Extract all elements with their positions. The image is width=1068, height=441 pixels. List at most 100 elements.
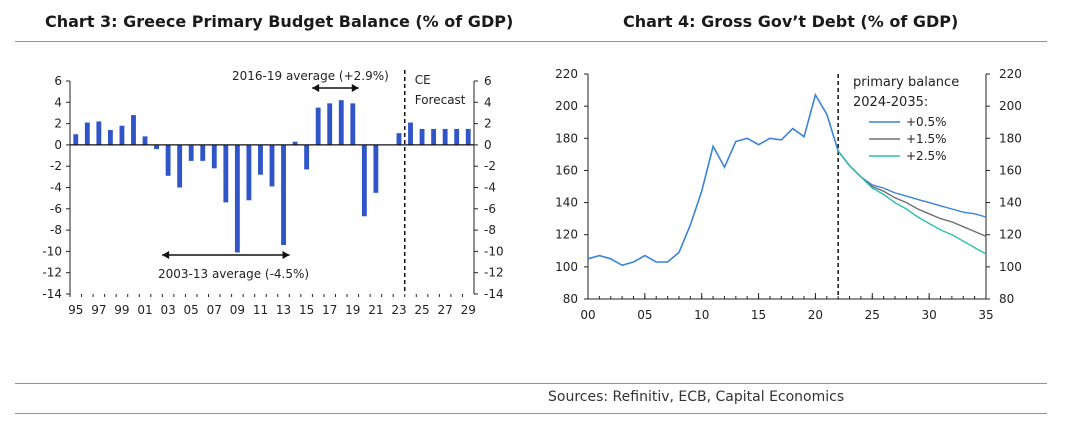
chart4-title: Chart 4: Gross Gov’t Debt (% of GDP) [623,12,959,31]
bar-12 [269,144,275,187]
bar-01 [142,136,148,145]
forecast-label-line2: Forecast [415,93,466,107]
x-tick-label-07: 07 [207,303,222,317]
chart3-title: Chart 3: Greece Primary Budget Balance (… [45,12,514,31]
x-tick-label-35: 35 [978,308,993,322]
y-tick-label-left: 120 [555,228,578,242]
bar-24 [408,122,413,145]
x-tick-label-97: 97 [91,303,106,317]
sources-note: Sources: Refinitiv, ECB, Capital Economi… [548,389,845,405]
x-tick-label-20: 20 [808,308,823,322]
bar-98 [107,129,113,145]
y-tick-label-left: 200 [555,99,578,113]
annotation-2016-19-arrowhead-right [351,84,359,92]
annotation-2016-19-text: 2016-19 average (+2.9%) [232,69,389,83]
bar-21 [373,144,379,193]
bar-06 [200,144,206,161]
x-tick-label-01: 01 [137,303,152,317]
x-tick-label-11: 11 [253,303,268,317]
x-tick-label-15: 15 [299,303,314,317]
bar-14 [292,141,298,145]
bar-05 [188,144,194,161]
y-tick-label-left: 2 [54,117,62,131]
y-tick-label-left: 100 [555,260,578,274]
bar-23 [396,133,402,145]
bar-27 [442,128,448,145]
y-tick-label-left: -8 [50,223,62,237]
y-tick-label-right: 200 [999,99,1022,113]
y-tick-label-right: 160 [999,163,1022,177]
scenario-line-3 [837,150,987,255]
y-tick-label-right: -6 [484,202,496,216]
x-tick-label-23: 23 [391,303,406,317]
x-tick-label-95: 95 [68,303,83,317]
x-tick-label-30: 30 [922,308,937,322]
bar-11 [258,144,263,175]
legend-title-line2: 2024-2035: [853,95,928,110]
bar-03 [165,144,171,176]
y-tick-label-left: 80 [563,292,578,306]
footer-divider-bottom [15,413,1047,414]
scenario-line-2 [837,150,987,237]
x-tick-label-29: 29 [461,303,476,317]
y-tick-label-left: -4 [50,181,62,195]
bar-07 [211,144,217,169]
x-tick-label-15: 15 [751,308,766,322]
x-tick-label-09: 09 [230,303,245,317]
bar-00 [131,115,136,145]
y-tick-label-right: -12 [484,266,504,280]
bar-02 [154,144,159,150]
y-tick-label-right: 220 [999,67,1022,81]
y-tick-label-right: -4 [484,181,496,195]
y-tick-label-left: 140 [555,196,578,210]
y-tick-label-right: -8 [484,223,496,237]
y-tick-label-left: -14 [42,287,62,301]
x-tick-label-03: 03 [160,303,175,317]
y-tick-label-right: 120 [999,228,1022,242]
annotation-2003-13-arrowhead-right [282,251,290,259]
bar-96 [84,122,90,145]
legend-title-line1: primary balance [853,75,959,90]
bar-29 [465,128,471,145]
y-tick-label-left: 6 [54,74,62,88]
x-tick-label-05: 05 [637,308,652,322]
bar-15 [304,144,310,170]
y-tick-label-right: -10 [484,244,504,258]
legend-label-3: +2.5% [906,149,947,163]
forecast-label-line1: CE [415,73,431,87]
bar-18 [338,100,344,145]
chart3-bar-chart: -14 -14 -12 -12 -10 -10 -8 -8 -6 -6 -4 -4 -2 -2 0 0 2 2 4 4… [42,69,504,317]
bar-20 [361,144,367,217]
footer-divider-top [15,383,1047,384]
bar-16 [315,107,321,145]
y-tick-label-right: 180 [999,131,1022,145]
y-tick-label-left: 4 [54,95,62,109]
x-tick-label-25: 25 [865,308,880,322]
bar-95 [73,134,79,145]
x-tick-label-13: 13 [276,303,291,317]
x-tick-label-17: 17 [322,303,337,317]
x-tick-label-21: 21 [368,303,383,317]
y-tick-label-left: -10 [42,244,62,258]
annotation-2003-13-text: 2003-13 average (-4.5%) [158,267,309,281]
y-tick-label-left: 220 [555,67,578,81]
y-tick-label-right: -2 [484,159,496,173]
history-line [587,92,839,267]
annotation-2016-19-arrowhead-left [312,84,320,92]
bar-28 [454,128,460,145]
y-tick-label-left: 0 [54,138,62,152]
y-tick-label-right: -14 [484,287,504,301]
y-tick-label-left: 180 [555,131,578,145]
bar-13 [281,144,286,246]
bar-17 [327,103,333,145]
x-tick-label-19: 19 [345,303,360,317]
x-tick-label-10: 10 [694,308,709,322]
x-tick-label-05: 05 [184,303,199,317]
bar-97 [96,121,102,145]
annotation-2003-13-arrowhead-left [162,251,170,259]
y-tick-label-right: 140 [999,196,1022,210]
x-tick-label-25: 25 [414,303,429,317]
bar-19 [350,103,356,145]
x-tick-label-00: 00 [580,308,595,322]
